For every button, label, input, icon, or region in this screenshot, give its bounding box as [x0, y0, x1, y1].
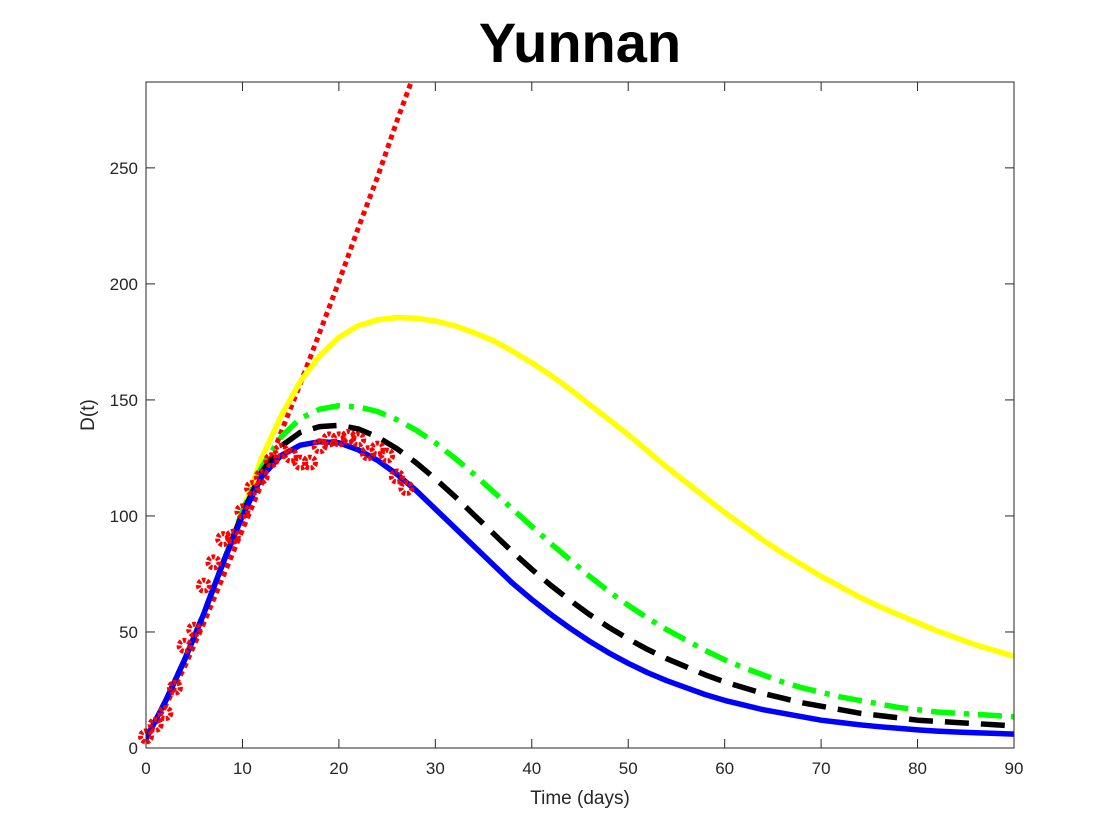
- data-point: [234, 503, 251, 520]
- data-point: [147, 716, 164, 733]
- x-axis-label: Time (days): [530, 788, 630, 809]
- data-point: [330, 431, 347, 448]
- data-point: [157, 705, 174, 722]
- series-line-3: [146, 402, 1014, 740]
- x-tick-label: 40: [522, 759, 541, 778]
- series-line-2: [146, 314, 1014, 740]
- y-tick-label: 0: [129, 739, 138, 758]
- data-point: [398, 480, 415, 497]
- x-tick-label: 0: [141, 759, 150, 778]
- data-point: [244, 480, 261, 497]
- series-line-1: [146, 82, 414, 740]
- data-point: [253, 468, 270, 485]
- series-line-4: [146, 422, 1014, 740]
- data-point: [176, 637, 193, 654]
- x-tick-label: 90: [1005, 759, 1024, 778]
- data-point: [205, 554, 222, 571]
- x-tick-label: 80: [908, 759, 927, 778]
- chart-title: Yunnan: [479, 11, 681, 74]
- data-point: [224, 528, 241, 545]
- x-tick-label: 10: [233, 759, 252, 778]
- plot-frame: [145, 81, 1015, 749]
- tick-layer: 0 10 20 30 40 50 60 70 80 90 0 50 100 150 200 250: [110, 82, 1024, 778]
- x-tick-label: 60: [715, 759, 734, 778]
- data-point: [166, 679, 183, 696]
- data-point: [388, 468, 405, 485]
- x-tick-label: 50: [619, 759, 638, 778]
- x-tick-label: 70: [812, 759, 831, 778]
- data-point: [282, 447, 299, 464]
- series-line-5: [146, 438, 1014, 740]
- data-point: [311, 438, 328, 455]
- marker-layer: [138, 429, 415, 745]
- x-tick-label: 20: [329, 759, 348, 778]
- x-tick-label: 30: [426, 759, 445, 778]
- data-point: [302, 454, 318, 471]
- data-point: [369, 440, 386, 457]
- series-layer: [146, 82, 1014, 740]
- y-tick-label: 100: [110, 507, 138, 526]
- data-point: [215, 531, 232, 548]
- y-tick-label: 200: [110, 275, 138, 294]
- data-point: [350, 431, 367, 448]
- y-tick-label: 50: [119, 623, 138, 642]
- y-tick-label: 150: [110, 391, 138, 410]
- data-point: [186, 621, 203, 638]
- data-point: [263, 452, 280, 469]
- y-axis-label: D(t): [78, 399, 99, 431]
- data-point: [195, 577, 212, 594]
- y-tick-label: 250: [110, 159, 138, 178]
- data-point: [379, 447, 396, 464]
